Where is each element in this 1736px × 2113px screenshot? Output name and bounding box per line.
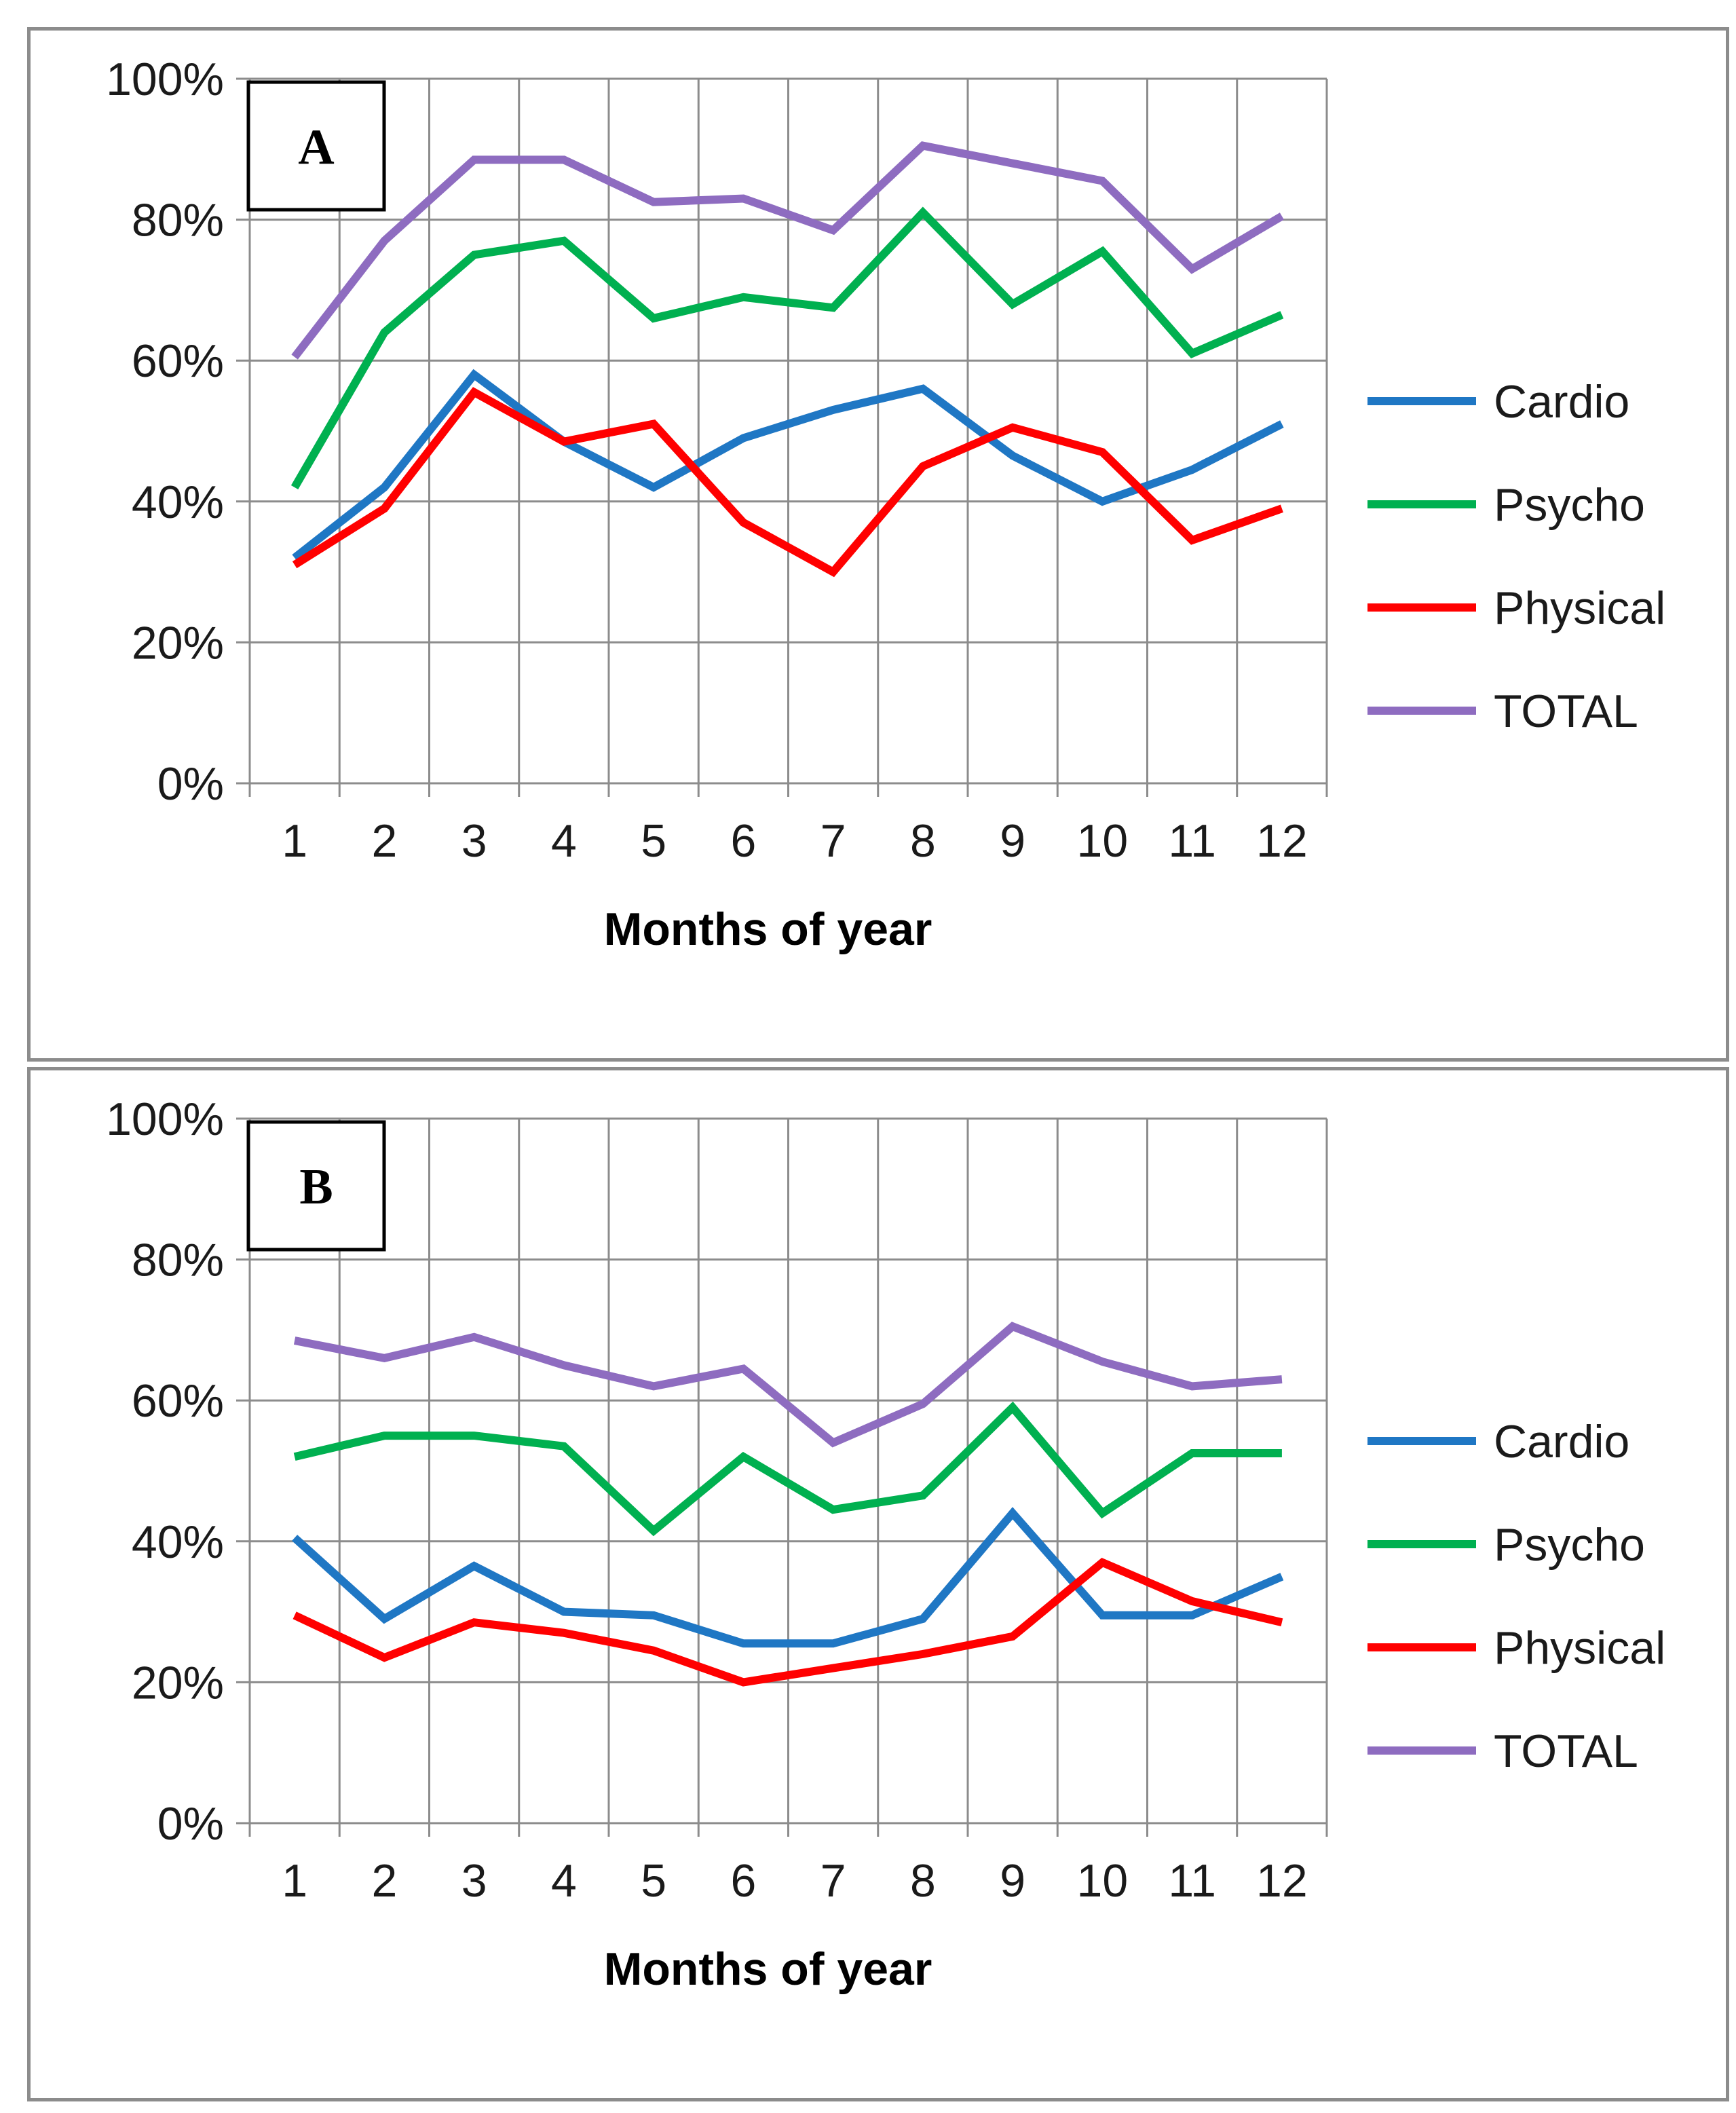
x-tick-label: 10 xyxy=(1077,815,1129,867)
grid-lines xyxy=(236,1117,1328,1837)
x-tick-label: 11 xyxy=(1168,815,1216,867)
x-tick-label: 2 xyxy=(371,1855,397,1907)
y-tick-label: 0% xyxy=(157,1798,224,1850)
legend-label-psycho: Psycho xyxy=(1494,479,1645,531)
y-tick-label: 40% xyxy=(132,476,224,528)
x-tick-label: 3 xyxy=(461,1855,487,1907)
y-tick-label: 0% xyxy=(157,758,224,810)
chart-panel-a: 0% 20% 40% 60% 80% 100% 1 2 3 4 5 6 7 8 9 10 11 12 Months … xyxy=(27,27,1729,1062)
x-tick-label: 6 xyxy=(730,1855,756,1907)
x-tick-label: 4 xyxy=(551,815,577,867)
x-tick-label: 3 xyxy=(461,815,487,867)
panel-label-box: B xyxy=(246,1120,386,1252)
x-tick-label: 8 xyxy=(910,815,936,867)
series-lines xyxy=(292,1322,1284,1687)
legend-label-cardio: Cardio xyxy=(1494,1416,1629,1467)
x-axis: 1 2 3 4 5 6 7 8 9 10 11 12 xyxy=(282,815,1307,867)
x-tick-label: 11 xyxy=(1168,1855,1216,1907)
x-tick-label: 9 xyxy=(1000,815,1025,867)
x-tick-label: 4 xyxy=(551,1855,577,1907)
series-line-psycho xyxy=(293,1401,1282,1537)
x-tick-label: 6 xyxy=(730,815,756,867)
legend-label-psycho: Psycho xyxy=(1494,1519,1645,1571)
y-tick-label: 20% xyxy=(132,617,224,669)
panel-label: B xyxy=(299,1159,333,1215)
y-tick-label: 40% xyxy=(132,1516,224,1568)
x-tick-label: 2 xyxy=(371,815,397,867)
y-tick-label: 80% xyxy=(132,195,224,246)
panel-label-frame xyxy=(246,80,386,212)
y-tick-label: 60% xyxy=(132,1375,224,1427)
legend-label-physical: Physical xyxy=(1494,582,1665,634)
legend-label-physical: Physical xyxy=(1494,1622,1665,1674)
x-tick-label: 8 xyxy=(910,1855,936,1907)
legend-label-cardio: Cardio xyxy=(1494,376,1629,428)
legend: Cardio Psycho Physical TOTAL xyxy=(1367,376,1665,737)
y-tick-label: 20% xyxy=(132,1657,224,1708)
x-tick-label: 1 xyxy=(282,1855,307,1907)
x-axis-title: Months of year xyxy=(604,903,932,955)
x-tick-label: 12 xyxy=(1256,1855,1308,1907)
x-tick-label: 1 xyxy=(282,815,307,867)
x-tick-label: 5 xyxy=(641,1855,666,1907)
chart-panel-b: 0% 20% 40% 60% 80% 100% 1 2 3 4 5 6 7 8 9 10 11 12 Months … xyxy=(27,1067,1729,2101)
y-tick-label: 60% xyxy=(132,335,224,387)
x-tick-label: 10 xyxy=(1077,1855,1129,1907)
x-tick-label: 7 xyxy=(820,815,846,867)
y-axis: 0% 20% 40% 60% 80% 100% xyxy=(106,1093,224,1850)
x-tick-label: 9 xyxy=(1000,1855,1025,1907)
legend-label-total: TOTAL xyxy=(1494,686,1638,737)
grid-lines xyxy=(236,77,1328,797)
y-tick-label: 80% xyxy=(132,1235,224,1286)
x-tick-label: 12 xyxy=(1256,815,1308,867)
legend-label-total: TOTAL xyxy=(1494,1725,1638,1777)
series-line-physical xyxy=(292,387,1283,578)
panel-label-box: A xyxy=(246,80,386,212)
x-axis: 1 2 3 4 5 6 7 8 9 10 11 12 xyxy=(282,1855,1307,1907)
legend: Cardio Psycho Physical TOTAL xyxy=(1367,1416,1665,1777)
series-lines xyxy=(290,141,1284,578)
y-tick-label: 100% xyxy=(106,1093,224,1145)
panel-label: A xyxy=(298,119,334,175)
series-line-total xyxy=(293,1322,1283,1448)
panel-label-frame xyxy=(246,1120,386,1252)
line-chart-a: 0%20%40%60%80%100%1 2 3 4 5 6 7 8 9 10 11 12Months … xyxy=(106,54,1665,955)
series-line-total xyxy=(291,141,1284,360)
x-tick-label: 5 xyxy=(641,815,666,867)
x-axis-title: Months of year xyxy=(604,1943,932,1995)
series-line-physical xyxy=(293,1557,1283,1687)
x-tick-label: 7 xyxy=(820,1855,846,1907)
series-line-cardio xyxy=(292,1507,1284,1648)
y-tick-label: 100% xyxy=(106,54,224,105)
line-chart-b: 0%20%40%60%80%100%1 2 3 4 5 6 7 8 9 10 11 12Months … xyxy=(106,1093,1665,1995)
series-line-psycho xyxy=(290,206,1284,490)
y-axis: 0% 20% 40% 60% 80% 100% xyxy=(106,54,224,810)
series-line-cardio xyxy=(292,369,1284,561)
